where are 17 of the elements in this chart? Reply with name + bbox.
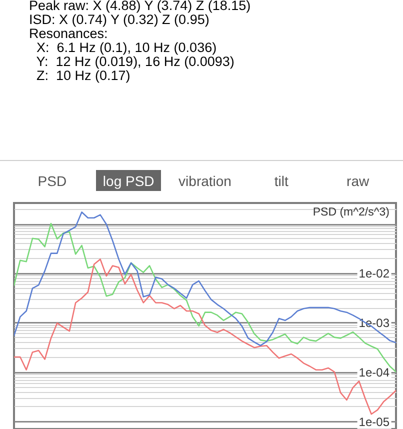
- y-tick-label: 1e-05: [358, 414, 390, 429]
- text: Y: 12 Hz (0.019), 16 Hz (0.0093): [35, 54, 236, 70]
- line-series: [14, 258, 396, 415]
- y-tick-label: 1e-04: [358, 365, 390, 380]
- chart-title: log PSD: [102, 172, 154, 188]
- text: PSD: [38, 172, 67, 188]
- text: Peak raw: X (4.88) Y (3.74) Z (18.15): [29, 0, 251, 14]
- text: ISD: X (0.74) Y (0.32) Z (0.95): [29, 12, 210, 28]
- y-tick-label: 1e-02: [358, 266, 390, 280]
- text: Z: 10 Hz (0.17): [36, 68, 130, 84]
- tab-highlight: log PSD: [96, 170, 162, 191]
- text: tilt: [274, 172, 288, 188]
- y-axis-title: PSD (m^2/s^3): [312, 206, 390, 218]
- text: X: 6.1 Hz (0.1), 10 Hz (0.036): [36, 40, 217, 56]
- text: Resonances:: [29, 26, 109, 42]
- text: vibration: [178, 172, 232, 188]
- text: raw: [346, 172, 370, 188]
